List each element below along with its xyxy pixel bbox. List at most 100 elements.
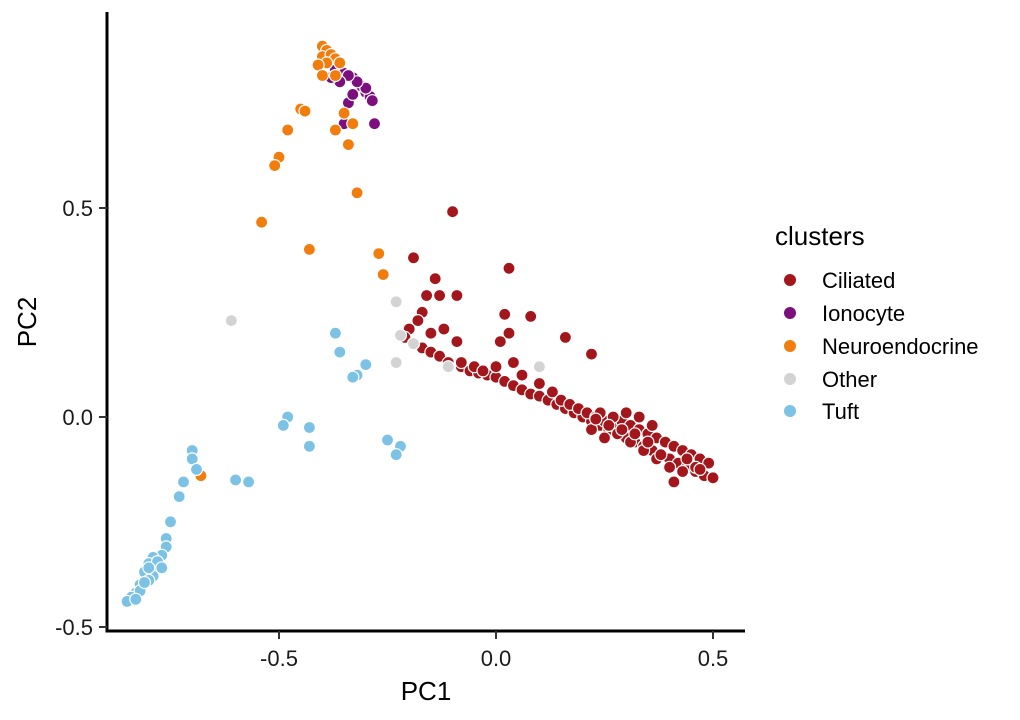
point-ionocyte: [346, 87, 360, 102]
point-neuroendocrine: [255, 215, 269, 229]
point-neuroendocrine: [346, 117, 360, 131]
legend-label-tuft: Tuft: [822, 399, 859, 424]
point-ciliated: [498, 307, 512, 321]
point-neuroendocrine: [337, 106, 351, 120]
point-ciliated: [450, 288, 464, 303]
point-other: [389, 355, 403, 370]
point-neuroendocrine: [302, 242, 316, 256]
point-neuroendocrine: [328, 123, 342, 137]
point-ciliated: [602, 418, 616, 432]
point-ciliated: [437, 322, 451, 336]
point-tuft: [328, 326, 342, 340]
legend-label-other: Other: [822, 367, 877, 392]
legend-label-neuroendocrine: Neuroendocrine: [822, 334, 979, 359]
point-ciliated: [632, 410, 646, 424]
point-other: [224, 314, 238, 328]
point-ciliated: [515, 368, 529, 382]
point-ciliated: [597, 431, 612, 445]
point-ciliated: [493, 335, 507, 349]
point-ciliated: [476, 364, 490, 378]
point-tuft: [137, 575, 152, 590]
point-neuroendocrine: [376, 267, 390, 282]
legend-key-ionocyte: [784, 307, 796, 319]
points-layer: [120, 39, 720, 609]
point-neuroendocrine: [333, 56, 347, 70]
y-tick-label: -0.5: [55, 615, 93, 640]
point-ciliated: [420, 288, 434, 303]
point-tuft: [302, 439, 316, 453]
y-tick-label: 0.0: [62, 405, 93, 430]
x-axis-title: PC1: [401, 676, 452, 706]
point-ciliated: [589, 412, 603, 426]
point-neuroendocrine: [315, 68, 329, 83]
legend-key-neuroendocrine: [784, 340, 796, 352]
legend-title: clusters: [775, 221, 865, 251]
legend: clusters Ciliated Ionocyte Neuroendocrin…: [775, 221, 979, 424]
point-tuft: [142, 561, 156, 575]
point-ciliated: [411, 314, 425, 328]
point-ciliated: [584, 347, 599, 361]
point-ciliated: [454, 355, 468, 370]
point-ciliated: [532, 376, 547, 391]
point-tuft: [155, 561, 169, 575]
point-ciliated: [489, 360, 503, 374]
point-other: [532, 360, 547, 374]
point-tuft: [129, 592, 143, 606]
point-tuft: [389, 448, 403, 462]
point-ciliated: [558, 330, 573, 344]
point-neuroendocrine: [372, 247, 386, 261]
point-ciliated: [654, 448, 668, 462]
point-ionocyte: [367, 117, 382, 131]
point-ciliated: [641, 435, 655, 449]
point-ciliated: [506, 355, 521, 370]
point-tuft: [229, 473, 243, 487]
point-ciliated: [615, 423, 629, 437]
x-tick-label: -0.5: [260, 646, 298, 671]
point-tuft: [380, 433, 395, 447]
point-ciliated: [502, 261, 516, 275]
point-ciliated: [680, 452, 694, 466]
point-ciliated: [446, 205, 460, 219]
x-tick-label: 0.0: [481, 646, 512, 671]
point-neuroendocrine: [281, 123, 295, 137]
point-ciliated: [450, 335, 464, 349]
point-ciliated: [675, 464, 690, 479]
legend-key-ciliated: [784, 274, 796, 286]
point-neuroendocrine: [268, 159, 282, 173]
legend-label-ionocyte: Ionocyte: [822, 301, 905, 326]
point-ciliated: [545, 385, 560, 399]
point-ciliated: [667, 475, 681, 489]
point-other: [406, 337, 421, 351]
point-tuft: [163, 515, 178, 529]
point-other: [393, 328, 408, 342]
point-tuft: [346, 370, 360, 384]
point-ionocyte: [365, 94, 379, 108]
point-tuft: [172, 490, 186, 504]
point-ciliated: [524, 309, 538, 323]
point-ciliated: [424, 326, 438, 340]
point-neuroendocrine: [328, 68, 342, 83]
point-tuft: [189, 462, 204, 476]
x-tick-label: 0.5: [698, 646, 729, 671]
point-tuft: [176, 475, 191, 489]
point-tuft: [242, 475, 256, 489]
point-tuft: [359, 358, 373, 372]
y-axis-title: PC2: [12, 297, 42, 348]
point-other: [389, 295, 403, 309]
point-tuft: [302, 420, 316, 435]
point-neuroendocrine: [298, 104, 312, 118]
point-ciliated: [406, 251, 421, 265]
point-ciliated: [706, 471, 720, 485]
point-ciliated: [428, 272, 442, 286]
point-other: [441, 360, 455, 374]
point-neuroendocrine: [350, 186, 364, 200]
legend-key-other: [784, 373, 796, 385]
point-ciliated: [502, 326, 516, 340]
point-neuroendocrine: [341, 138, 355, 152]
point-ciliated: [645, 418, 659, 432]
point-ciliated: [433, 288, 447, 303]
legend-key-tuft: [784, 405, 796, 417]
point-ciliated: [693, 462, 707, 476]
y-tick-label: 0.5: [62, 196, 93, 221]
